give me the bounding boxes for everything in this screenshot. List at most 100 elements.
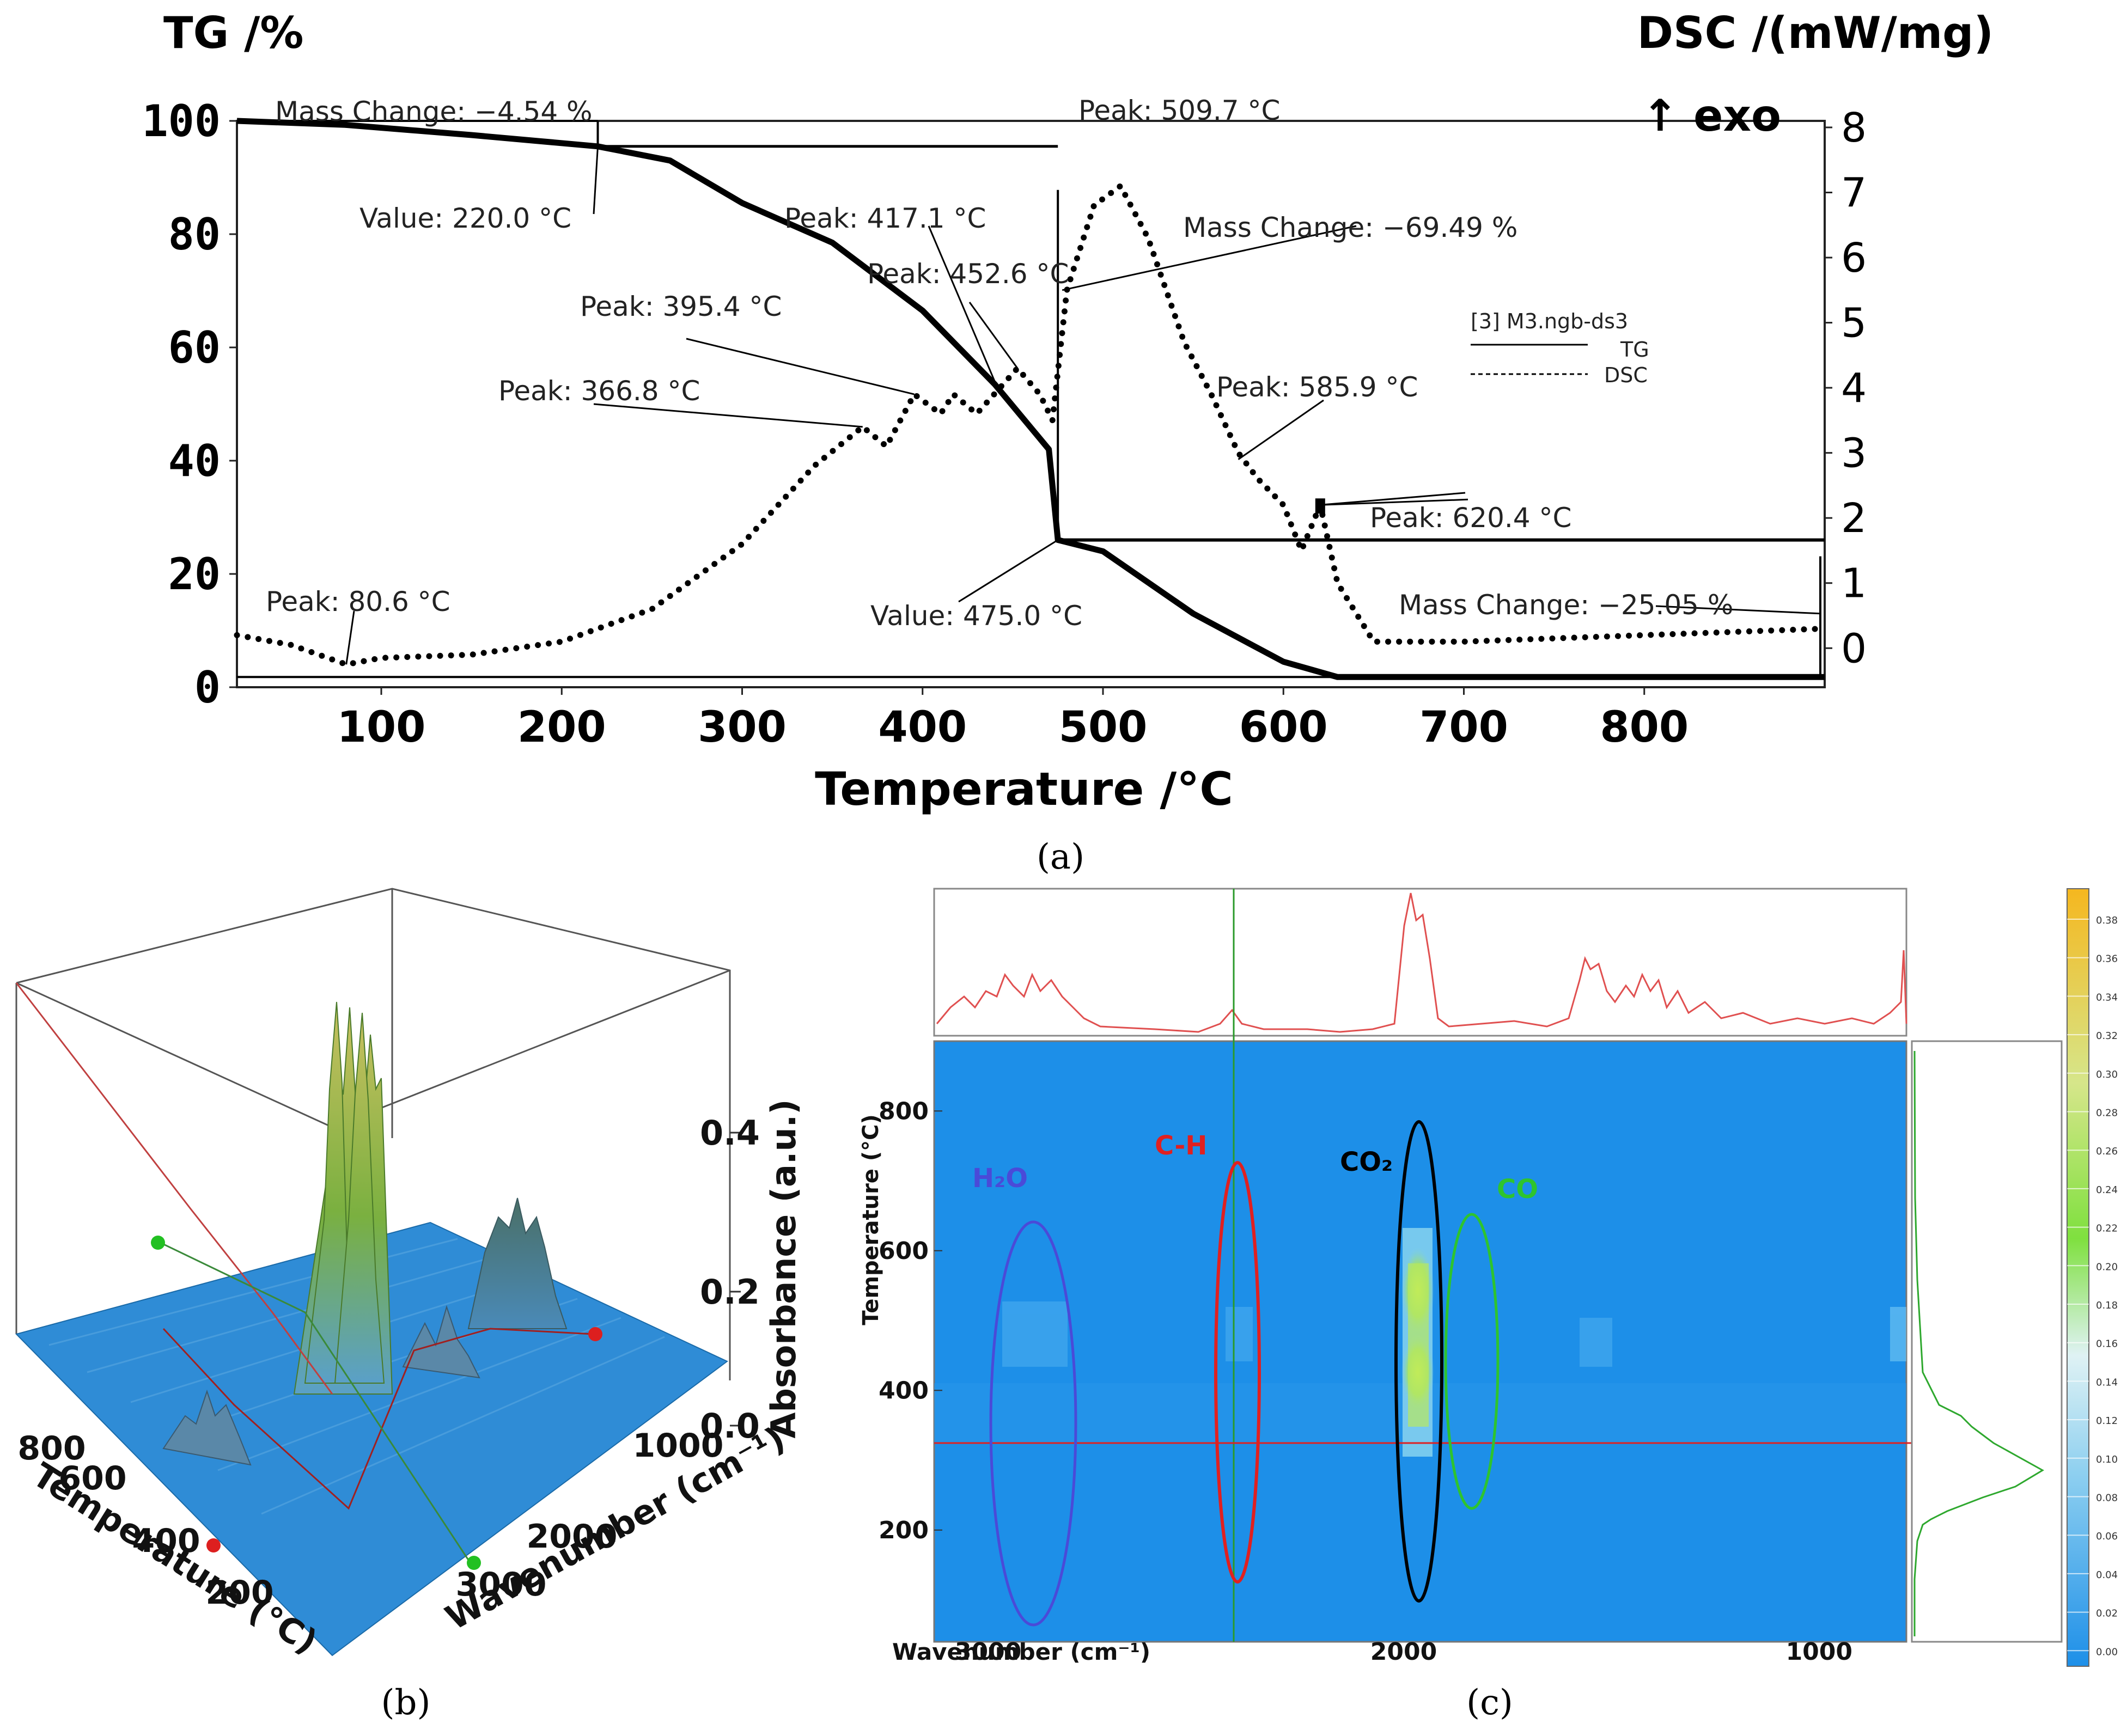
chart-b-wavenumber-ticks: 3000 2000 1000 <box>456 1427 724 1604</box>
chart-a-y-right-tick-label: 4 <box>1841 365 1867 412</box>
chart-b-temperature-tick-label: 600 <box>58 1459 126 1497</box>
chart-a-y-left-tick-label: 100 <box>142 96 221 146</box>
chart-c-colorbar-tick-label: 0.16 <box>2096 1338 2118 1350</box>
chart-a-y-ticks-right: 0 1 2 3 4 5 6 7 8 <box>1825 105 1867 672</box>
chart-a-plot-frame <box>236 120 1826 688</box>
chart-c-colorbar-tick-label: 0.04 <box>2096 1569 2118 1581</box>
chart-c-spectrum-frame <box>933 888 1907 1037</box>
chart-a-annotation-label: Value: 220.0 °C <box>359 203 571 234</box>
chart-a-annotation-label: Mass Change: −4.54 % <box>275 96 593 127</box>
chart-a-annotation-line <box>593 146 599 215</box>
chart-a-annotation-label: Peak: 417.1 °C <box>784 203 986 234</box>
chart-b-red-marker-right <box>588 1327 602 1341</box>
chart-c-region-label-h2o: H₂O <box>972 1163 1028 1194</box>
chart-c-colorbar-tick-label: 0.14 <box>2096 1377 2118 1388</box>
chart-a-annotation-line <box>1320 498 1468 506</box>
chart-a-annotation-label: Peak: 395.4 °C <box>580 291 782 322</box>
chart-c-region-co2 <box>1394 1120 1443 1603</box>
chart-a-legend-dsc-label: DSC <box>1604 363 1648 387</box>
chart-b-green-marker-bottom <box>467 1556 481 1570</box>
panel-label-a: (a) <box>1037 837 1084 877</box>
chart-a-ylabel-left: TG /% <box>163 8 303 58</box>
chart-a-annotation-line <box>968 302 1019 369</box>
chart-c: H₂O C-H CO₂ CO 0.380.360.340.320.300.280… <box>858 888 2118 1667</box>
chart-a-annotation-line <box>345 610 355 665</box>
chart-a-dsc-line <box>234 181 1828 668</box>
chart-a-x-tick-label: 100 <box>337 703 426 752</box>
chart-a-x-tick-label: 800 <box>1600 703 1689 752</box>
chart-c-colorbar-tick-label: 0.24 <box>2096 1184 2118 1196</box>
chart-c-profile-line <box>1913 1050 2044 1636</box>
chart-b-water-peaks <box>162 1389 252 1466</box>
chart-c-y-tick-label: 600 <box>879 1237 929 1265</box>
chart-a-x-tick-label: 700 <box>1419 703 1508 752</box>
chart-c-region-h2o <box>989 1220 1077 1627</box>
chart-a-annotation-label: Peak: 509.7 °C <box>1078 95 1280 126</box>
chart-c-colorbar-tick-label: 0.20 <box>2096 1261 2118 1273</box>
chart-c-xlabel: Wavenumber (cm⁻¹) <box>892 1639 1150 1665</box>
chart-a-ylabel-right: DSC /(mW/mg) <box>1637 8 1994 58</box>
chart-b-wavenumber-tick-label: 2000 <box>527 1518 618 1556</box>
chart-b-red-marker-left <box>206 1538 221 1552</box>
chart-a-annotation-label: Peak: 585.9 °C <box>1216 371 1418 403</box>
chart-a-annotation-lines <box>237 120 1825 678</box>
chart-b-co2-spike-right <box>334 1012 385 1384</box>
chart-c-ylabel: Temperature (°C) <box>858 1114 883 1325</box>
chart-a-x-tick-label: 400 <box>878 703 967 752</box>
chart-a-x-tick-label: 500 <box>1059 703 1148 752</box>
chart-b-surface-floor <box>15 1221 728 1656</box>
panel-label-c: (c) <box>1466 1683 1513 1723</box>
chart-a-y-left-tick-label: 80 <box>168 209 221 260</box>
chart-a-y-right-tick-label: 0 <box>1841 625 1867 672</box>
chart-c-spectrum-line <box>936 893 1907 1033</box>
chart-a-annotation-line <box>1238 399 1324 460</box>
chart-b-green-marker-top <box>151 1236 165 1250</box>
chart-c-co2-hotspot <box>1401 1228 1434 1457</box>
chart-a-x-ticks: 100 200 300 400 500 600 700 800 <box>337 687 1689 752</box>
chart-c-colorbar-tick-label: 0.38 <box>2096 915 2118 926</box>
chart-a-legend: [3] M3.ngb-ds3 TG DSC <box>1471 309 1649 387</box>
chart-c-colorbar-tick-label: 0.36 <box>2096 953 2118 965</box>
chart-c-region-label-ch: C-H <box>1155 1130 1207 1161</box>
chart-c-region-co <box>1444 1213 1500 1510</box>
chart-b-wavenumber-tick-label: 3000 <box>456 1566 547 1604</box>
chart-c-colorbar-tick-label: 0.34 <box>2096 992 2118 1003</box>
chart-c-x-ticks: 3000 2000 1000 <box>955 1638 1852 1666</box>
chart-a-annotations: Mass Change: −4.54 % Value: 220.0 °C Peak:… <box>266 95 1733 632</box>
chart-a-y-right-tick-label: 5 <box>1841 300 1867 347</box>
chart-a-annotation-line <box>928 225 996 382</box>
chart-a-y-ticks-left: 0 20 40 60 80 100 <box>142 96 237 713</box>
chart-b-fingerprint-peaks <box>467 1197 568 1329</box>
chart-b-temperature-tick-label: 200 <box>205 1574 273 1612</box>
chart-a-annotation-line <box>958 539 1058 603</box>
chart-b-absorbance-ticks: 0.0 0.2 0.4 <box>700 1113 760 1446</box>
chart-c-region-label-co2: CO₂ <box>1340 1147 1393 1177</box>
chart-c-y-tick-label: 200 <box>879 1517 929 1544</box>
chart-a-annotation-line <box>1655 605 1821 615</box>
chart-c-colorbar-tick-label: 0.10 <box>2096 1454 2118 1465</box>
chart-c-x-tick-label: 3000 <box>955 1638 1021 1666</box>
chart-a-annotation-line <box>1062 225 1357 291</box>
chart-c-region-label-co: CO <box>1497 1174 1538 1205</box>
chart-c-y-tick-label: 400 <box>879 1377 929 1404</box>
chart-a-exo-label: ↑ exo <box>1642 90 1781 141</box>
chart-c-colorbar-tick-label: 0.18 <box>2096 1300 2118 1311</box>
chart-c-colorbar-tick-label: 0.08 <box>2096 1493 2118 1504</box>
chart-c-colorbar <box>2067 888 2089 1667</box>
chart-a-y-right-tick-label: 2 <box>1841 495 1867 542</box>
chart-b-zlabel: Absorbance (a.u.) <box>764 1099 803 1439</box>
chart-c-region-ch <box>1214 1161 1261 1584</box>
chart-a-annotation-label: Peak: 366.8 °C <box>498 375 700 407</box>
chart-c-y-tick-label: 800 <box>879 1097 929 1125</box>
chart-a-annotation-label: Mass Change: −25.05 % <box>1399 589 1733 621</box>
chart-c-x-tick-label: 2000 <box>1370 1638 1437 1666</box>
chart-c-colorbar-tick-label: 0.28 <box>2096 1108 2118 1119</box>
chart-a-annotation-label: Mass Change: −69.49 % <box>1183 212 1517 243</box>
chart-a-legend-tg-label: TG <box>1620 338 1649 362</box>
chart-c-colorbar-tick-label: 0.02 <box>2096 1608 2118 1619</box>
chart-c-profile-frame <box>1911 1040 2063 1643</box>
chart-c-y-ticks: 200 400 600 800 <box>879 1097 942 1544</box>
